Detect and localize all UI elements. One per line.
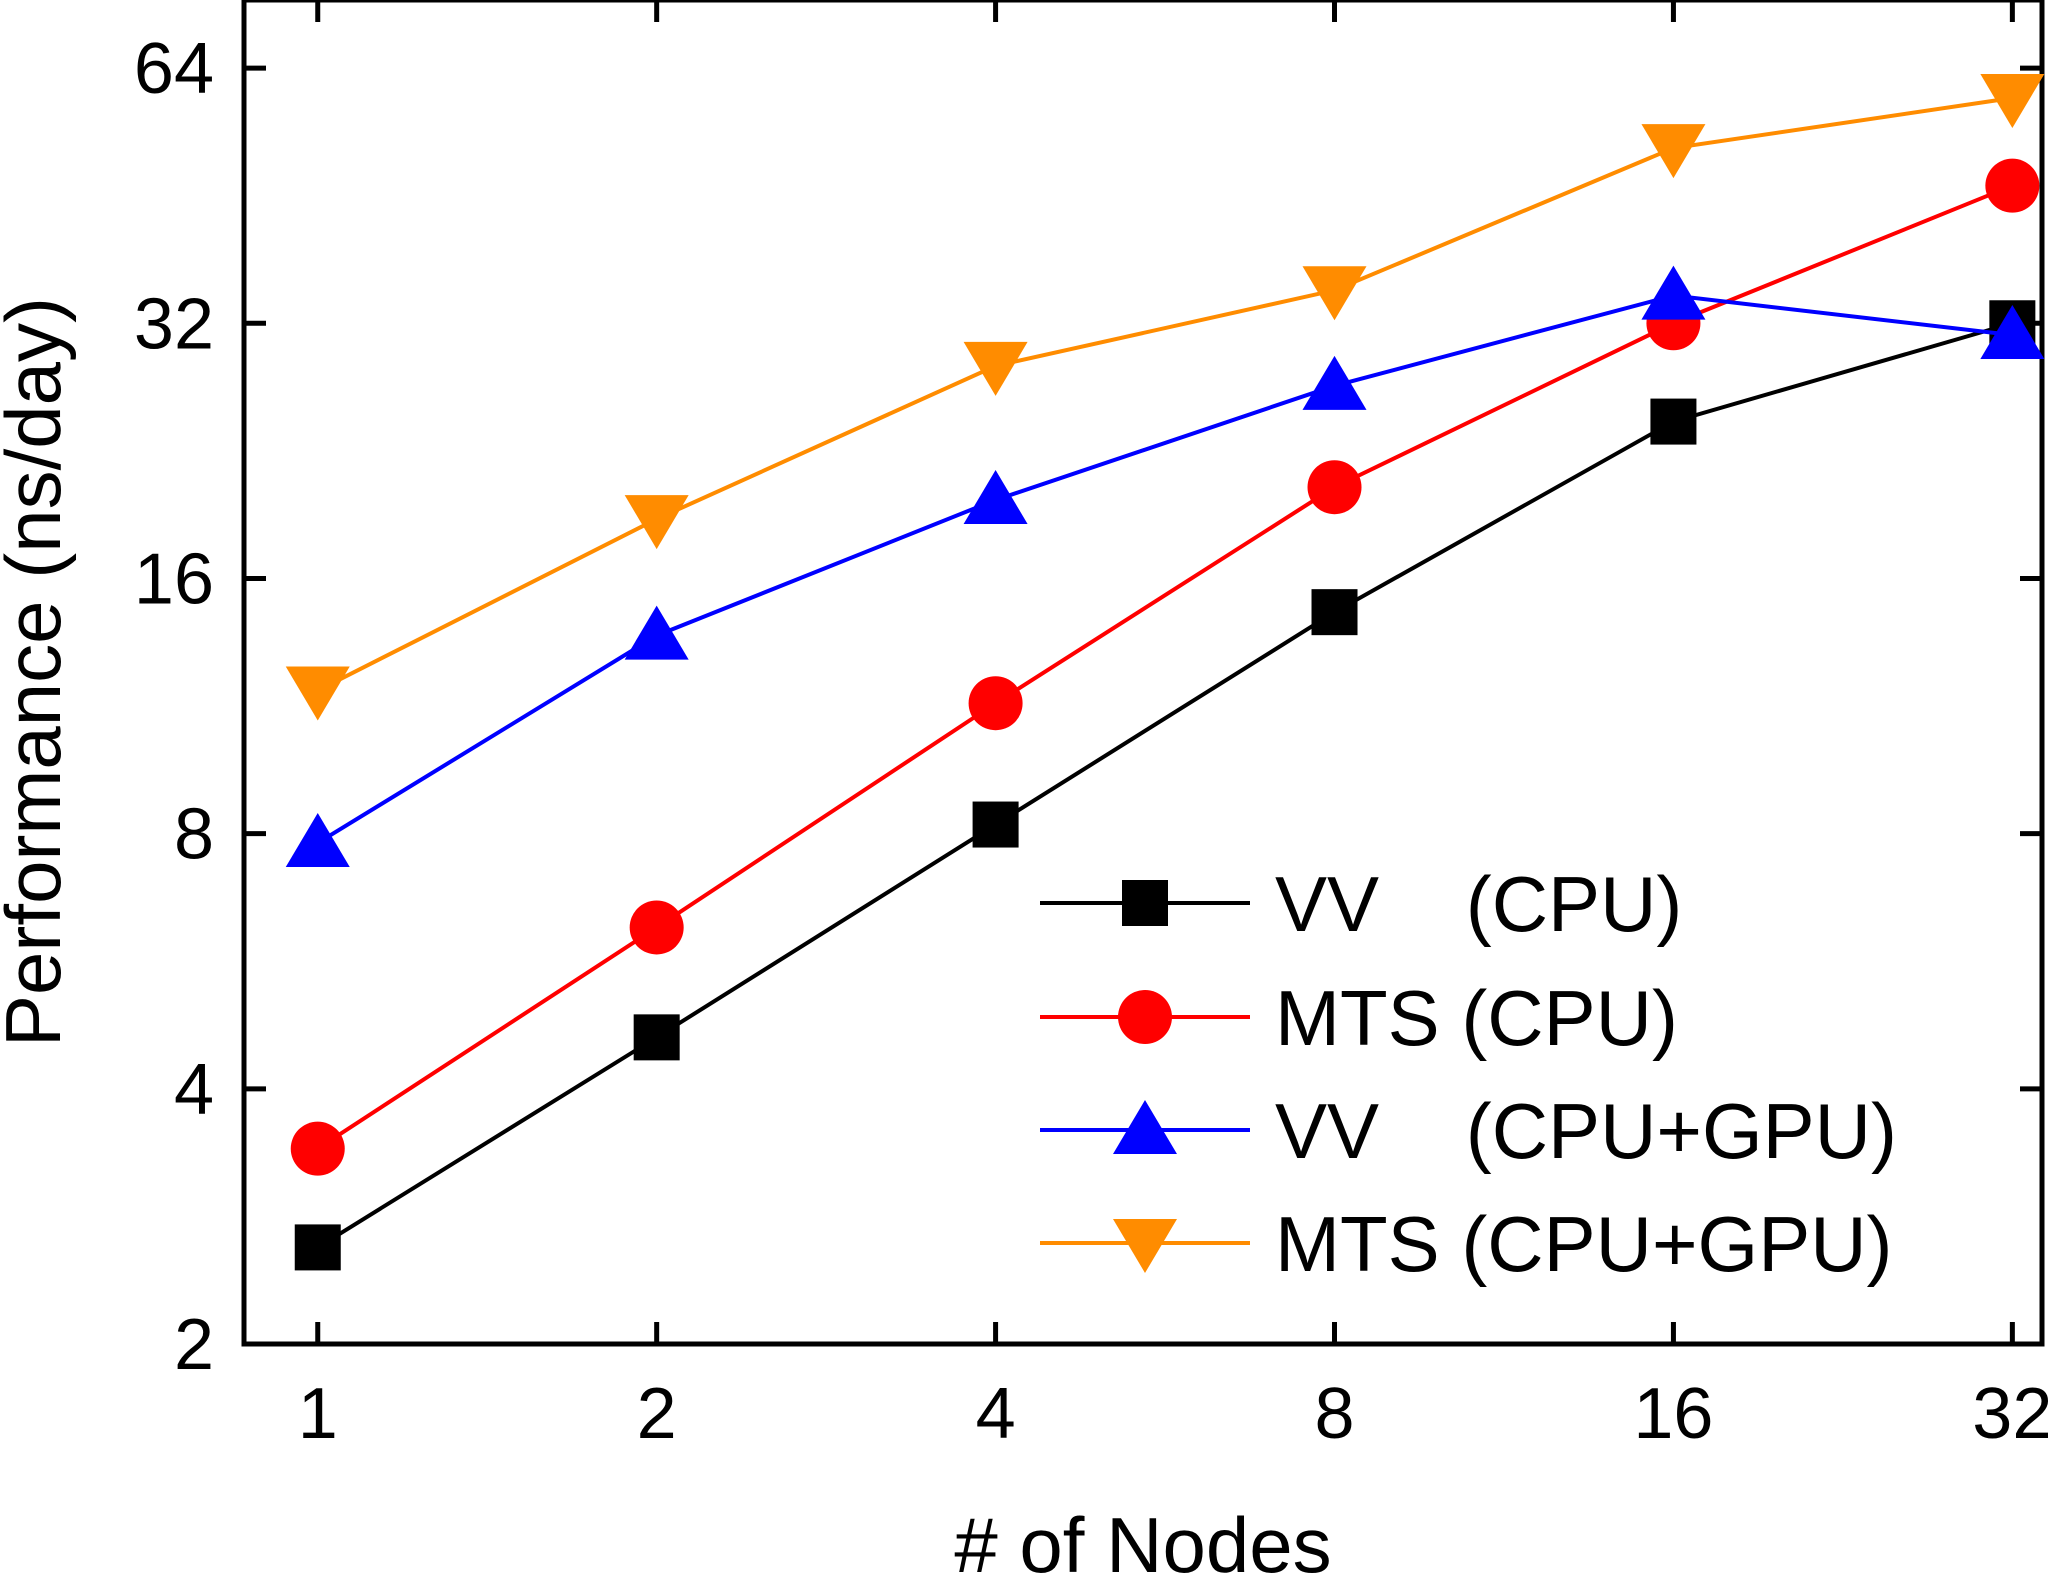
data-point-triangle-up [285, 812, 350, 867]
data-point-triangle-up [1113, 1100, 1177, 1154]
y-axis-title: Performance (ns/day) [0, 297, 77, 1047]
data-point-triangle-down [1980, 74, 2045, 129]
data-point-triangle-up [624, 605, 689, 660]
legend-label: VV (CPU) [1275, 860, 1682, 948]
data-point-triangle-up [1302, 355, 1367, 410]
y-tick-label: 64 [134, 29, 214, 109]
legend-label: VV (CPU+GPU) [1275, 1087, 1897, 1175]
x-tick-label: 32 [1972, 1374, 2048, 1454]
series-line [316, 293, 2013, 845]
y-tick-label: 8 [174, 795, 214, 875]
data-point-circle [290, 1121, 345, 1176]
legend-item: MTS (CPU) [1040, 974, 1678, 1062]
legend: VV (CPU) MTS (CPU) VV (CPU+GPU) MTS (CPU+GP… [1040, 860, 1897, 1288]
data-point-triangle-down [1302, 266, 1367, 321]
series-layer [285, 74, 2045, 1271]
y-axis: 2 4 8 16 32 64 [134, 29, 2042, 1385]
data-point-circle [1307, 460, 1362, 515]
series-line [316, 321, 2013, 1250]
y-tick-label: 2 [174, 1305, 214, 1385]
x-tick-label: 1 [298, 1374, 338, 1454]
x-tick-label: 16 [1633, 1374, 1713, 1454]
data-point-triangle-up [1641, 265, 1706, 320]
data-point-circle [1985, 158, 2040, 213]
legend-item: VV (CPU) [1040, 860, 1682, 948]
data-point-square [294, 1224, 341, 1271]
series-0 [294, 300, 2036, 1271]
legend-label: MTS (CPU+GPU) [1275, 1200, 1893, 1288]
x-axis-title: # of Nodes [954, 1501, 1331, 1580]
x-axis: 1 2 4 8 16 32 [298, 0, 2048, 1454]
data-point-square [1311, 589, 1358, 636]
data-point-triangle-down [624, 495, 689, 550]
data-point-square [972, 801, 1019, 848]
data-point-circle [968, 676, 1023, 731]
y-tick-label: 32 [134, 284, 214, 364]
y-tick-label: 16 [134, 539, 214, 619]
data-point-triangle-down [285, 666, 350, 721]
series-3 [285, 74, 2045, 721]
data-point-triangle-up [963, 469, 1028, 524]
data-point-square [1122, 880, 1168, 926]
series-line [316, 96, 2013, 693]
plot-frame [241, 0, 2045, 1347]
series-2 [285, 265, 2045, 867]
legend-item: MTS (CPU+GPU) [1040, 1200, 1893, 1288]
data-point-triangle-down [963, 341, 1028, 396]
x-tick-label: 4 [976, 1374, 1016, 1454]
data-point-circle [629, 900, 684, 955]
data-point-square [1650, 398, 1697, 445]
x-tick-label: 8 [1314, 1374, 1354, 1454]
y-tick-label: 4 [174, 1050, 214, 1130]
data-point-circle [1118, 990, 1172, 1044]
data-point-triangle-up [1980, 304, 2045, 359]
data-point-triangle-down [1641, 124, 1706, 179]
legend-label: MTS (CPU) [1275, 974, 1678, 1062]
x-tick-label: 2 [637, 1374, 677, 1454]
data-point-square [633, 1014, 680, 1061]
data-point-triangle-down [1113, 1219, 1177, 1273]
legend-item: VV (CPU+GPU) [1040, 1087, 1897, 1175]
